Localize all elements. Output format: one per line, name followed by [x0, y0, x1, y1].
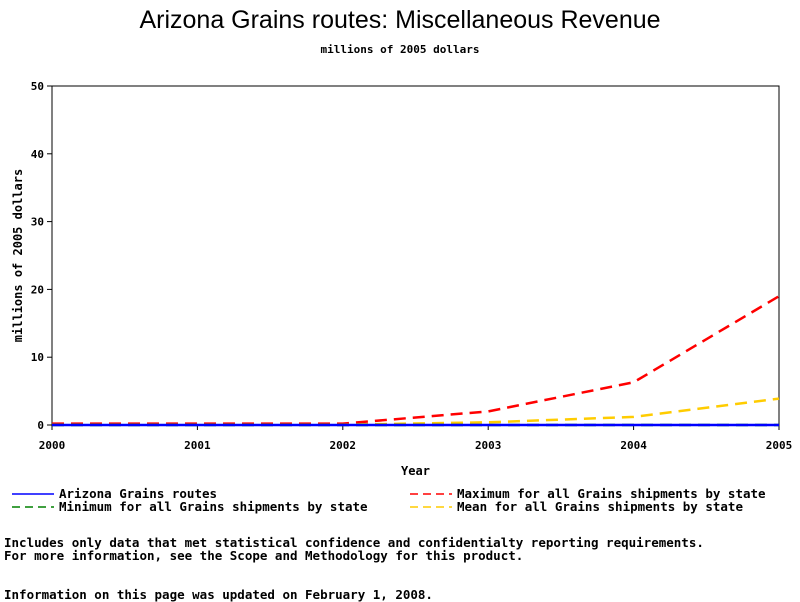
y-axis: 0 10 20 30 40 50 — [31, 80, 52, 432]
x-axis-label: Year — [401, 464, 430, 478]
y-tick-label: 0 — [37, 419, 44, 432]
series-line-4 — [52, 399, 779, 425]
y-tick-label: 50 — [31, 80, 44, 93]
plot-area — [52, 86, 779, 425]
y-tick-label: 10 — [31, 351, 44, 364]
x-tick-label: 2003 — [475, 439, 502, 452]
x-tick-label: 2000 — [39, 439, 66, 452]
series-line-2 — [52, 296, 779, 423]
x-tick-label: 2004 — [620, 439, 647, 452]
series-lines — [52, 296, 779, 425]
x-tick-label: 2002 — [330, 439, 357, 452]
y-axis-label: millions of 2005 dollars — [11, 169, 25, 342]
y-tick-label: 40 — [31, 148, 44, 161]
y-tick-label: 20 — [31, 283, 44, 296]
plot-border — [52, 86, 779, 425]
x-tick-label: 2001 — [184, 439, 211, 452]
legend-label: Minimum for all Grains shipments by stat… — [59, 499, 368, 514]
legend-label: Mean for all Grains shipments by state — [457, 499, 743, 514]
footnote-methodology: For more information, see the Scope and … — [4, 549, 523, 563]
y-tick-label: 30 — [31, 216, 44, 229]
x-tick-label: 2005 — [766, 439, 793, 452]
x-axis: 2000 2001 2002 2003 2004 2005 — [39, 425, 793, 452]
